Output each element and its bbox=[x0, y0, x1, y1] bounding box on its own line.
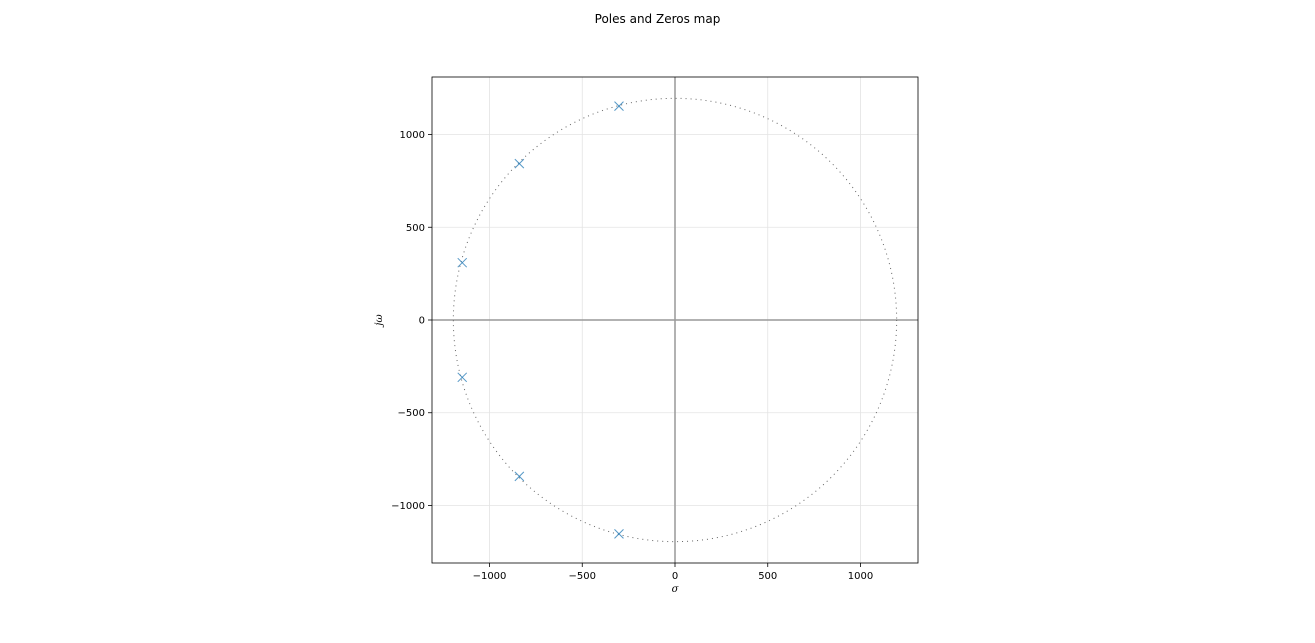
x-tick-label: 500 bbox=[758, 571, 777, 582]
pole-marker-stroke bbox=[457, 257, 468, 268]
pole-marker bbox=[514, 471, 525, 482]
pole-marker bbox=[514, 158, 525, 169]
x-tick-label: 1000 bbox=[848, 571, 873, 582]
pole-marker bbox=[614, 101, 624, 111]
y-tick-label: 1000 bbox=[400, 130, 425, 141]
pole-marker-stroke bbox=[514, 471, 525, 482]
axis-ticks: −1000 −500 0 500 1000 −1000 −500 0 500 1000 bbox=[391, 130, 873, 582]
y-tick-label: −500 bbox=[398, 408, 425, 419]
x-tick-label: −500 bbox=[569, 571, 596, 582]
y-tick-label: 0 bbox=[419, 316, 425, 327]
pole-marker-stroke bbox=[614, 101, 624, 111]
pole-marker bbox=[457, 372, 468, 383]
pole-marker-stroke bbox=[514, 158, 525, 169]
y-tick-label: −1000 bbox=[391, 501, 425, 512]
x-tick-label: 0 bbox=[672, 571, 678, 582]
pole-markers bbox=[457, 101, 624, 539]
pole-marker bbox=[457, 257, 468, 268]
origin-axes bbox=[432, 77, 918, 563]
y-axis-label: jω bbox=[374, 314, 385, 327]
pole-marker-stroke bbox=[614, 529, 624, 539]
x-tick-label: −1000 bbox=[473, 571, 507, 582]
chart-title: Poles and Zeros map bbox=[595, 12, 721, 26]
plot-area: −1000 −500 0 500 1000 −1000 −500 0 500 1000 bbox=[391, 76, 919, 582]
reference-circle bbox=[452, 97, 898, 543]
x-axis-label: σ bbox=[672, 584, 680, 595]
pole-marker bbox=[614, 529, 624, 539]
y-tick-label: 500 bbox=[406, 223, 425, 234]
pole-marker-stroke bbox=[457, 372, 468, 383]
